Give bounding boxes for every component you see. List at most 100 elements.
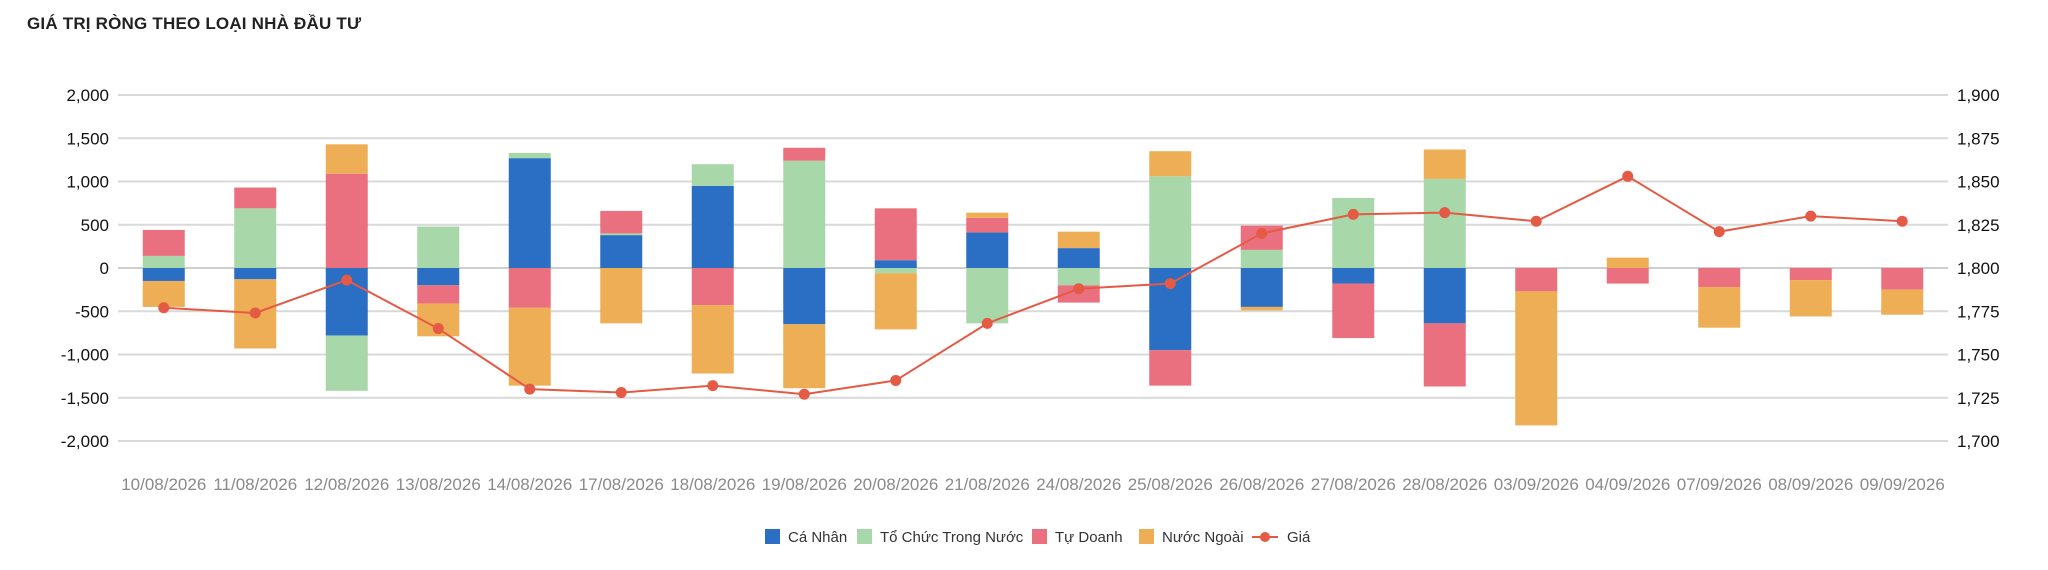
bar-segment [508, 158, 551, 268]
x-tick-label: 19/08/2026 [762, 475, 847, 494]
bar-segment [874, 273, 917, 330]
bar-segment [600, 233, 643, 236]
x-tick-label: 21/08/2026 [945, 475, 1030, 494]
price-point [1439, 207, 1451, 219]
bar-segment [234, 208, 277, 268]
bar-segment [600, 268, 643, 324]
price-point [1073, 283, 1085, 295]
bar-segment [783, 147, 826, 161]
bar-segment [1515, 268, 1558, 292]
price-point [981, 317, 993, 329]
bar-segment [1606, 268, 1649, 284]
x-tick-label: 24/08/2026 [1036, 475, 1121, 494]
y-left-tick-label: -1,000 [61, 346, 109, 365]
y-left-tick-label: -500 [75, 302, 109, 321]
bar-segment [1240, 268, 1283, 307]
bar-segment [691, 185, 734, 268]
bar-segment [142, 229, 185, 256]
price-line-path [163, 175, 1903, 396]
bar-segment [1423, 149, 1466, 179]
y-right-tick-label: 1,875 [1957, 129, 2000, 148]
bar-segment [1332, 268, 1375, 284]
x-tick-label: 18/08/2026 [670, 475, 755, 494]
y-left-tick-label: -2,000 [61, 432, 109, 451]
price-point [1805, 210, 1817, 222]
legend-swatch [857, 529, 872, 544]
bar-segment [234, 187, 277, 209]
bar-segment [508, 307, 551, 386]
price-point [1896, 215, 1908, 227]
bar-segment [417, 268, 460, 286]
legend-label: Tổ Chức Trong Nước [880, 529, 1024, 546]
x-tick-label: 12/08/2026 [304, 475, 389, 494]
x-tick-label: 25/08/2026 [1128, 475, 1213, 494]
legend-label: Giá [1287, 529, 1311, 546]
bar-segment [1149, 176, 1192, 268]
bar-segment [691, 164, 734, 186]
bar-segment [417, 226, 460, 268]
gridlines [118, 94, 1948, 442]
y-left-tick-label: 500 [81, 216, 109, 235]
bar-segment [325, 144, 368, 174]
x-tick-label: 17/08/2026 [579, 475, 664, 494]
x-tick-label: 13/08/2026 [396, 475, 481, 494]
legend-label: Tự Doanh [1055, 529, 1123, 546]
bar-segment [1057, 268, 1100, 286]
price-point [341, 274, 353, 286]
bar-segment [1515, 291, 1558, 426]
bar-segment [1332, 197, 1375, 268]
price-point [707, 380, 719, 392]
bar-segment [1057, 231, 1100, 249]
x-tick-label: 08/09/2026 [1768, 475, 1853, 494]
price-point [1256, 227, 1268, 239]
price-point [249, 307, 261, 319]
bar-segment [1881, 289, 1924, 315]
bar-segment [966, 212, 1009, 218]
price-line [158, 170, 1908, 400]
x-tick-label: 28/08/2026 [1402, 475, 1487, 494]
y-right-tick-label: 1,800 [1957, 259, 2000, 278]
bar-segment [325, 335, 368, 391]
bar-segment [325, 173, 368, 268]
price-point [524, 383, 536, 395]
bars [142, 144, 1924, 426]
x-tick-label: 27/08/2026 [1311, 475, 1396, 494]
bar-segment [1698, 268, 1741, 288]
right-y-axis: 1,700 1,725 1,750 1,775 1,800 1,825 1,850 1,875… [1957, 86, 2000, 451]
y-right-tick-label: 1,700 [1957, 432, 2000, 451]
bar-segment [1423, 268, 1466, 324]
y-right-tick-label: 1,900 [1957, 86, 2000, 105]
legend-swatch [765, 529, 780, 544]
bar-segment [1149, 151, 1192, 177]
legend-label: Cá Nhân [788, 529, 847, 546]
bar-segment [1240, 306, 1283, 311]
bar-segment [600, 210, 643, 234]
bar-segment [1881, 268, 1924, 290]
bar-segment [142, 255, 185, 268]
bar-segment [1240, 249, 1283, 268]
bar-segment [783, 160, 826, 268]
price-point [1530, 215, 1542, 227]
bar-segment [417, 285, 460, 304]
price-point [432, 323, 444, 335]
price-point [615, 387, 627, 399]
price-point [1622, 170, 1634, 182]
y-left-tick-label: 0 [100, 259, 109, 278]
legend-marker [1260, 532, 1270, 542]
bar-segment [508, 268, 551, 308]
y-left-tick-label: 1,000 [66, 173, 109, 192]
y-left-tick-label: -1,500 [61, 389, 109, 408]
bar-segment [966, 232, 1009, 268]
x-tick-label: 04/09/2026 [1585, 475, 1670, 494]
legend-swatch [1139, 529, 1154, 544]
y-right-tick-label: 1,725 [1957, 389, 2000, 408]
x-tick-label: 07/09/2026 [1677, 475, 1762, 494]
x-tick-label: 26/08/2026 [1219, 475, 1304, 494]
bar-segment [874, 208, 917, 261]
x-tick-label: 14/08/2026 [487, 475, 572, 494]
bar-segment [966, 268, 1009, 324]
bar-segment [1698, 287, 1741, 328]
y-left-tick-label: 1,500 [66, 129, 109, 148]
bar-segment [142, 268, 185, 281]
